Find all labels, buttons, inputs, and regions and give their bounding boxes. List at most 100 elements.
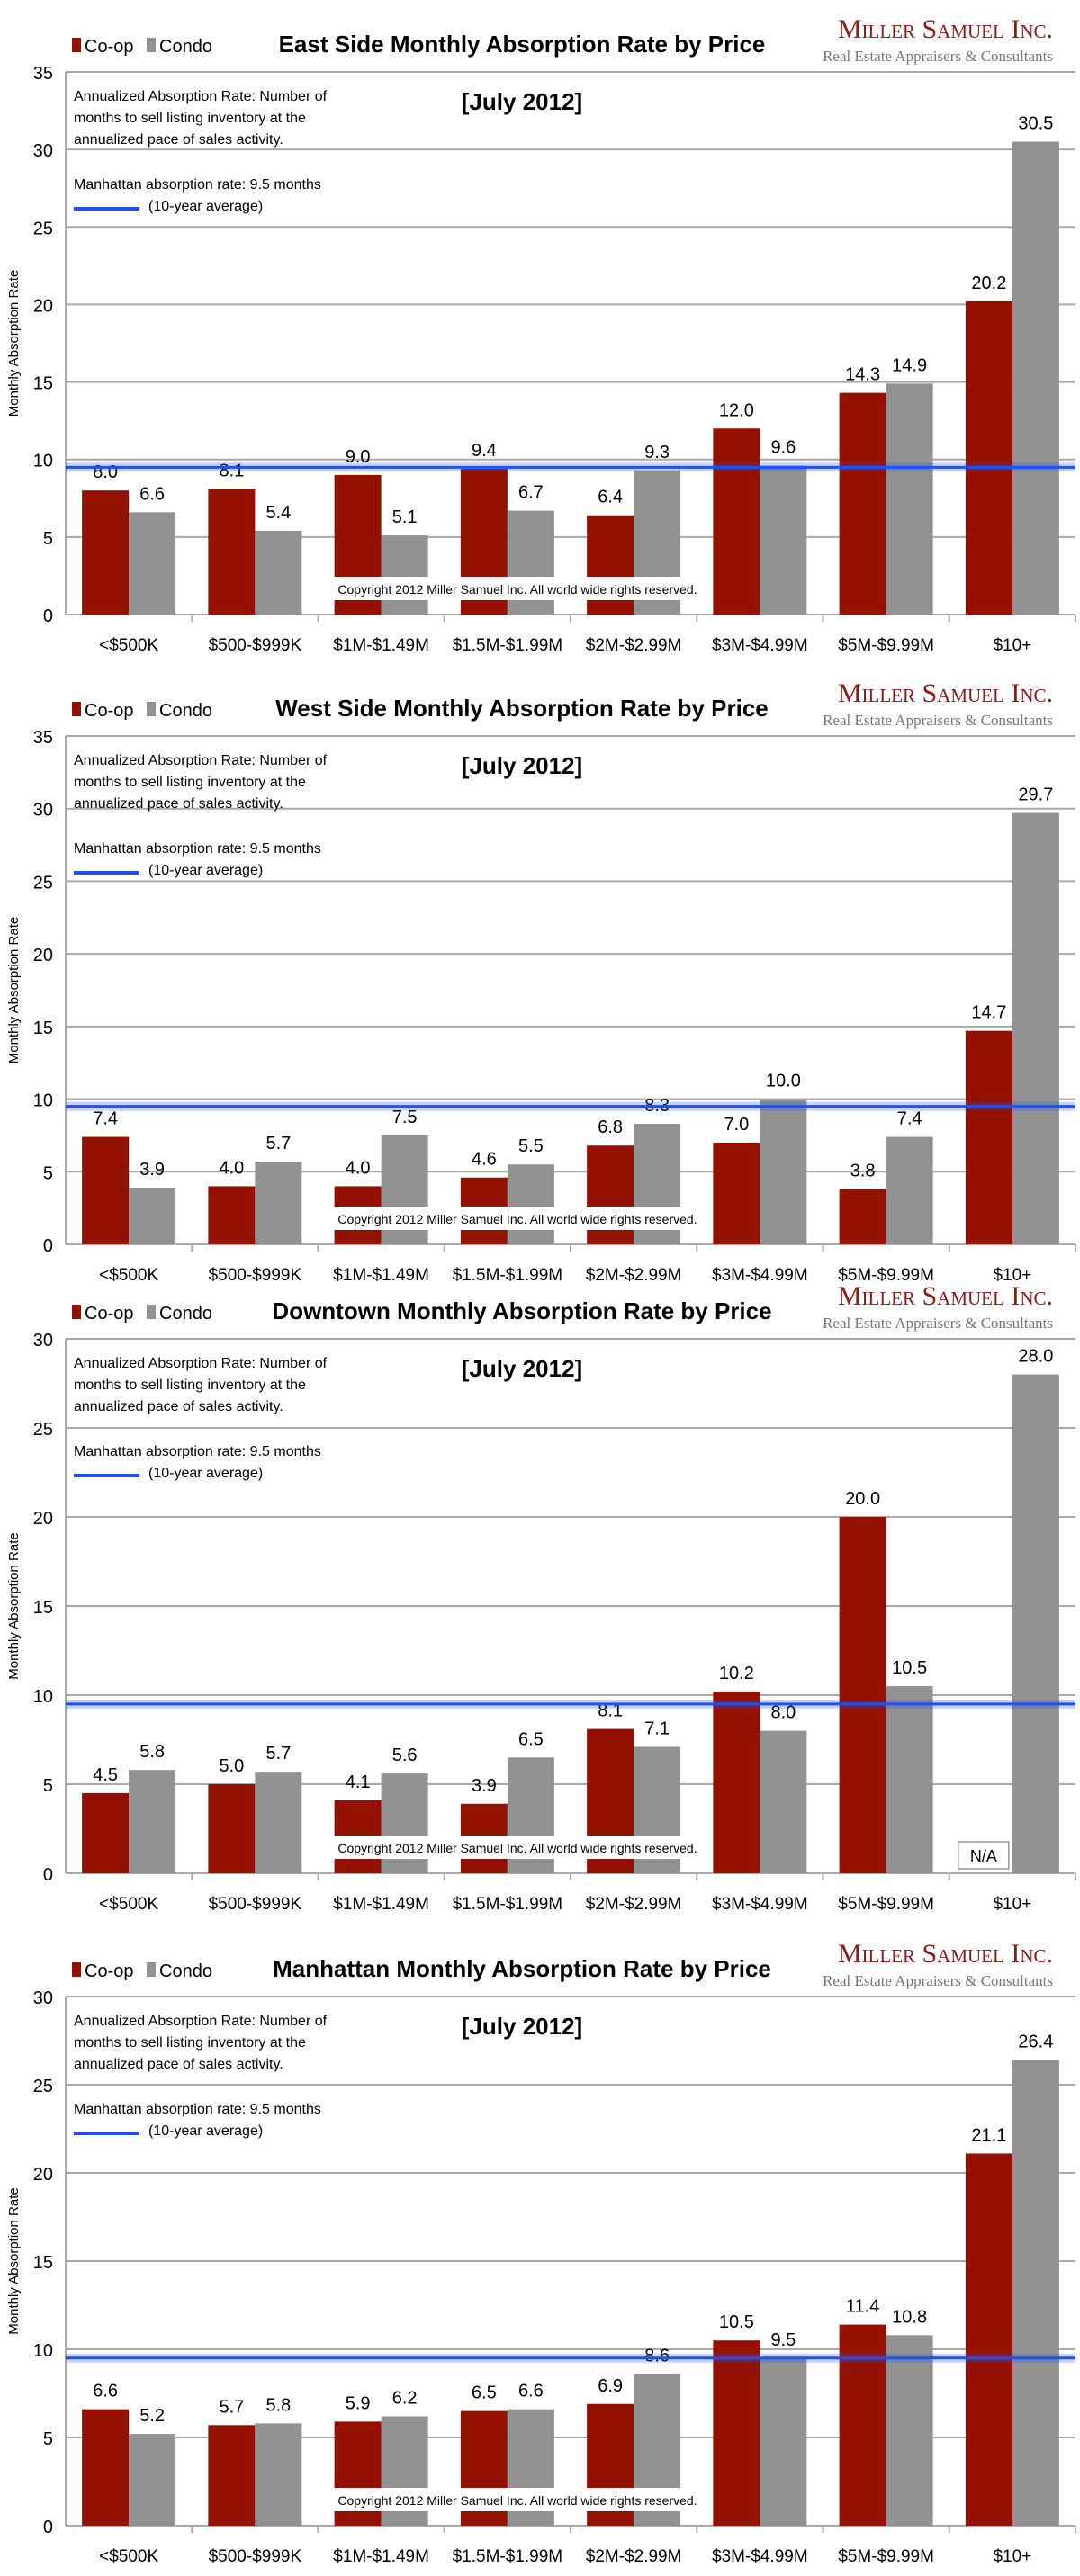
data-label: 5.7 <box>266 1134 291 1153</box>
y-tick-label: 20 <box>33 2165 53 2185</box>
bar-condo <box>129 1770 176 1873</box>
bar-coop <box>208 1186 256 1244</box>
data-label: 5.5 <box>518 1136 544 1156</box>
y-axis-label: Monthly Absorption Rate <box>6 917 22 1064</box>
y-tick-label: 15 <box>33 2253 53 2273</box>
y-tick-label: 10 <box>33 1687 53 1707</box>
y-tick-label: 5 <box>43 1776 53 1796</box>
data-label: 5.8 <box>266 2395 291 2415</box>
data-label: 3.8 <box>850 1162 876 1181</box>
bar-chart: 0 5 10 15 20 25 30 Monthly Absorption Rate Downt… <box>6 1287 1076 1914</box>
data-label: 5.8 <box>140 1742 165 1762</box>
bar-condo <box>1012 2060 1059 2526</box>
data-label: 26.4 <box>1018 2033 1053 2052</box>
data-label: 6.2 <box>392 2388 418 2408</box>
y-tick-label: 15 <box>33 1019 53 1038</box>
x-tick-label: $1M-$1.49M <box>333 1895 429 1914</box>
y-axis-label: Monthly Absorption Rate <box>6 1532 22 1679</box>
chart-panel: 0 5 10 15 20 25 30 35 Monthly Absorption Rate Wes… <box>0 661 1080 1287</box>
logo-name: Miller Samuel Inc. <box>838 14 1053 44</box>
na-label: N/A <box>970 1847 997 1865</box>
x-tick-label: $10+ <box>993 636 1031 655</box>
bar-coop <box>713 1143 760 1244</box>
copyright-text: Copyright 2012 Miller Samuel Inc. All wo… <box>338 1212 697 1226</box>
legend-swatch-condo <box>147 1305 156 1319</box>
copyright-bg <box>328 1207 706 1230</box>
bar-condo <box>886 383 933 615</box>
data-label: 10.5 <box>892 1658 927 1678</box>
y-tick-label: 25 <box>33 219 53 238</box>
x-tick-label: <$500K <box>99 1266 158 1285</box>
data-label: 14.7 <box>971 1003 1006 1023</box>
x-tick-label: <$500K <box>99 1895 158 1914</box>
note-text: annualized pace of sales activity. <box>74 796 284 812</box>
chart-subtitle: [July 2012] <box>462 752 582 779</box>
note-text: annualized pace of sales activity. <box>74 1399 284 1414</box>
copyright-text: Copyright 2012 Miller Samuel Inc. All wo… <box>338 582 697 597</box>
y-tick-label: 0 <box>43 2518 53 2537</box>
data-label: 5.7 <box>266 1744 291 1764</box>
y-tick-label: 0 <box>43 606 53 626</box>
x-tick-label: $10+ <box>993 1266 1031 1285</box>
data-label: 6.5 <box>472 2383 497 2403</box>
logo-tagline: Real Estate Appraisers & Consultants <box>823 712 1053 729</box>
note-text: Annualized Absorption Rate: Number of <box>74 1356 328 1371</box>
y-tick-label: 0 <box>43 1236 53 1256</box>
x-tick-label: $3M-$4.99M <box>712 636 808 655</box>
y-tick-label: 30 <box>33 1988 53 2008</box>
bar-coop <box>713 2340 760 2526</box>
data-label: 6.8 <box>598 1117 623 1137</box>
bar-chart: 0 5 10 15 20 25 30 35 Monthly Absorption Rate Wes… <box>6 678 1076 1285</box>
logo-name: Miller Samuel Inc. <box>838 1287 1053 1311</box>
bar-coop <box>82 1792 130 1873</box>
bar-coop <box>82 1136 130 1244</box>
bar-coop <box>82 490 130 615</box>
data-label: 7.1 <box>644 1719 670 1738</box>
bar-condo <box>255 2423 302 2526</box>
data-label: 6.6 <box>93 2382 118 2401</box>
x-tick-label: $1M-$1.49M <box>333 636 429 655</box>
y-tick-label: 10 <box>33 2341 53 2361</box>
bar-condo <box>255 530 302 615</box>
data-label: 8.0 <box>770 1703 796 1723</box>
y-tick-label: 25 <box>33 873 53 893</box>
copyright-bg <box>328 577 706 600</box>
data-label: 20.0 <box>845 1489 880 1509</box>
data-label: 4.5 <box>93 1765 118 1785</box>
note-text: months to sell listing inventory at the <box>74 775 306 790</box>
logo-tagline: Real Estate Appraisers & Consultants <box>823 48 1053 65</box>
y-tick-label: 10 <box>33 452 53 471</box>
note-text: months to sell listing inventory at the <box>74 2035 306 2051</box>
legend-label-coop: Co-op <box>85 37 133 57</box>
chart-title: West Side Monthly Absorption Rate by Pri… <box>275 695 769 722</box>
logo-tagline: Real Estate Appraisers & Consultants <box>823 1315 1053 1332</box>
y-tick-label: 10 <box>33 1091 53 1111</box>
reference-legend-label: Manhattan absorption rate: 9.5 months <box>74 841 321 857</box>
data-label: 28.0 <box>1018 1347 1053 1367</box>
bar-condo <box>886 2335 933 2526</box>
x-tick-label: $5M-$9.99M <box>838 2547 934 2566</box>
chart-title: East Side Monthly Absorption Rate by Pri… <box>279 31 766 58</box>
data-label: 10.2 <box>719 1664 754 1683</box>
legend-swatch-coop <box>72 1305 81 1319</box>
data-label: 5.7 <box>219 2397 244 2417</box>
y-tick-label: 35 <box>33 728 53 748</box>
data-label: 10.8 <box>892 2307 927 2327</box>
x-tick-label: $5M-$9.99M <box>838 636 934 655</box>
data-label: 6.6 <box>140 484 165 504</box>
legend-label-coop: Co-op <box>85 701 133 721</box>
bar-coop <box>713 428 760 615</box>
note-text: Annualized Absorption Rate: Number of <box>74 753 328 768</box>
x-tick-label: $1.5M-$1.99M <box>453 1266 563 1285</box>
legend-label-coop: Co-op <box>85 1961 133 1981</box>
chart-panel: 0 5 10 15 20 25 30 Monthly Absorption Rate Manha… <box>0 1925 1080 2576</box>
x-tick-label: $500-$999K <box>209 2547 302 2566</box>
x-tick-label: $2M-$2.99M <box>586 1266 682 1285</box>
copyright-bg <box>328 2488 706 2511</box>
chart-title: Downtown Monthly Absorption Rate by Pric… <box>272 1297 771 1324</box>
bar-condo <box>760 1730 807 1873</box>
legend-swatch-condo <box>147 1962 156 1977</box>
x-tick-label: $1.5M-$1.99M <box>453 636 563 655</box>
data-label: 14.3 <box>845 365 880 385</box>
data-label: 3.9 <box>472 1776 497 1796</box>
